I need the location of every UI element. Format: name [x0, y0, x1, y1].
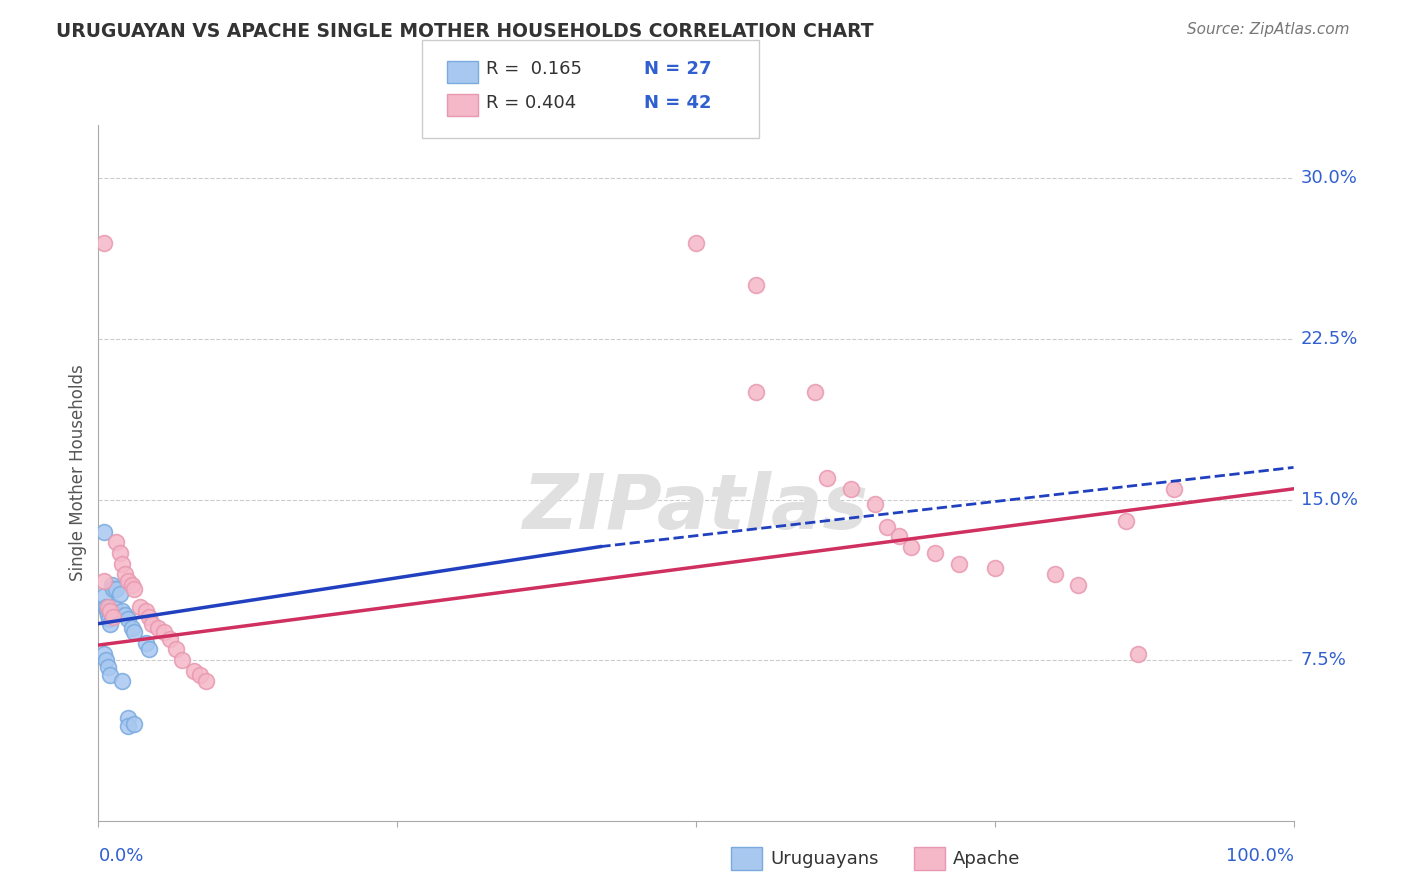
- Point: [111, 674, 134, 689]
- Point: [94, 599, 117, 614]
- Point: [924, 546, 946, 560]
- Point: [114, 567, 136, 582]
- Point: [98, 668, 122, 682]
- Point: [117, 574, 139, 588]
- Point: [839, 482, 862, 496]
- Point: [983, 561, 1005, 575]
- Text: Uruguayans: Uruguayans: [770, 849, 879, 868]
- Point: [948, 557, 970, 571]
- Point: [98, 604, 122, 618]
- Point: [685, 235, 707, 250]
- Point: [188, 668, 211, 682]
- Point: [153, 625, 176, 640]
- Point: [97, 659, 120, 673]
- Point: [117, 711, 139, 725]
- Text: 30.0%: 30.0%: [1301, 169, 1357, 187]
- Text: 22.5%: 22.5%: [1301, 330, 1358, 348]
- Point: [889, 529, 911, 543]
- Point: [117, 612, 139, 626]
- Text: 0.0%: 0.0%: [98, 847, 143, 865]
- Point: [1043, 567, 1066, 582]
- Point: [100, 578, 122, 592]
- Point: [117, 719, 139, 733]
- Point: [114, 608, 136, 623]
- Point: [124, 582, 146, 597]
- Point: [745, 278, 768, 293]
- Point: [93, 589, 115, 603]
- Point: [1115, 514, 1137, 528]
- Point: [101, 610, 124, 624]
- Text: ZIPatlas: ZIPatlas: [523, 471, 869, 544]
- Point: [111, 557, 134, 571]
- Point: [96, 604, 118, 618]
- Point: [97, 608, 120, 623]
- Point: [97, 599, 120, 614]
- Point: [876, 520, 898, 534]
- Point: [129, 599, 152, 614]
- Point: [105, 582, 128, 597]
- Point: [745, 385, 768, 400]
- Point: [101, 582, 124, 597]
- Point: [900, 540, 922, 554]
- Point: [1163, 482, 1185, 496]
- Point: [98, 612, 121, 626]
- Point: [124, 717, 146, 731]
- Point: [138, 642, 160, 657]
- Text: Apache: Apache: [953, 849, 1021, 868]
- Point: [141, 616, 163, 631]
- Point: [98, 616, 122, 631]
- Text: R =  0.165: R = 0.165: [486, 60, 582, 78]
- Point: [93, 574, 115, 588]
- Text: 100.0%: 100.0%: [1226, 847, 1294, 865]
- Text: URUGUAYAN VS APACHE SINGLE MOTHER HOUSEHOLDS CORRELATION CHART: URUGUAYAN VS APACHE SINGLE MOTHER HOUSEH…: [56, 22, 875, 41]
- Point: [111, 604, 134, 618]
- Point: [105, 535, 128, 549]
- Text: Source: ZipAtlas.com: Source: ZipAtlas.com: [1187, 22, 1350, 37]
- Y-axis label: Single Mother Households: Single Mother Households: [69, 365, 87, 581]
- Text: N = 27: N = 27: [644, 60, 711, 78]
- Point: [93, 647, 115, 661]
- Point: [863, 497, 886, 511]
- Point: [94, 653, 117, 667]
- Point: [804, 385, 827, 400]
- Point: [121, 578, 143, 592]
- Point: [135, 636, 157, 650]
- Point: [124, 625, 146, 640]
- Text: N = 42: N = 42: [644, 94, 711, 112]
- Point: [165, 642, 187, 657]
- Point: [172, 653, 194, 667]
- Point: [121, 621, 143, 635]
- Point: [108, 546, 131, 560]
- Point: [135, 604, 157, 618]
- Point: [103, 599, 125, 614]
- Text: R = 0.404: R = 0.404: [486, 94, 576, 112]
- Point: [183, 664, 205, 678]
- Point: [194, 674, 217, 689]
- Text: 7.5%: 7.5%: [1301, 651, 1347, 669]
- Point: [159, 632, 181, 646]
- Point: [108, 587, 131, 601]
- Point: [93, 235, 115, 250]
- Point: [815, 471, 838, 485]
- Point: [1067, 578, 1090, 592]
- Point: [1128, 647, 1150, 661]
- Point: [93, 524, 115, 539]
- Point: [138, 610, 160, 624]
- Point: [148, 621, 170, 635]
- Text: 15.0%: 15.0%: [1301, 491, 1358, 508]
